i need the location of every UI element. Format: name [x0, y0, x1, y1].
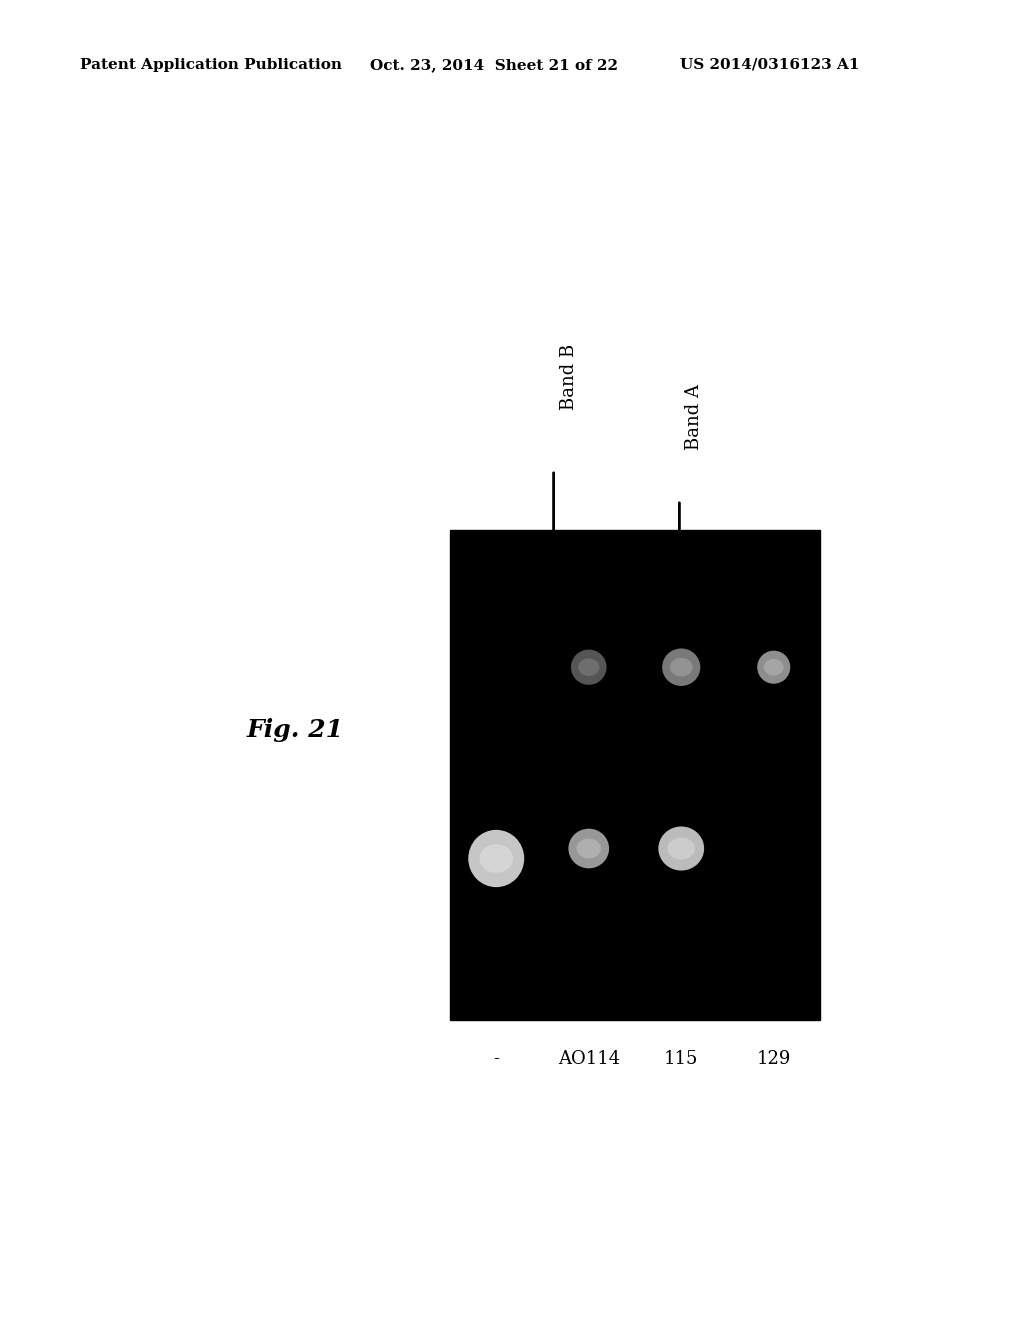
Text: 115: 115 [664, 1049, 698, 1068]
Text: Band B: Band B [559, 343, 578, 411]
Text: Band A: Band A [685, 384, 703, 450]
Text: Patent Application Publication: Patent Application Publication [80, 58, 342, 73]
Text: 129: 129 [757, 1049, 791, 1068]
Ellipse shape [670, 657, 692, 677]
Text: -: - [494, 1049, 500, 1068]
Ellipse shape [764, 659, 783, 676]
Ellipse shape [579, 659, 599, 676]
Text: US 2014/0316123 A1: US 2014/0316123 A1 [680, 58, 859, 73]
Ellipse shape [663, 648, 700, 686]
Ellipse shape [577, 838, 601, 858]
Ellipse shape [668, 837, 695, 859]
Ellipse shape [757, 651, 791, 684]
Text: Fig. 21: Fig. 21 [247, 718, 343, 742]
Ellipse shape [658, 826, 705, 871]
Bar [450, 531, 820, 1020]
Ellipse shape [568, 829, 609, 869]
Ellipse shape [571, 649, 606, 685]
Text: AO114: AO114 [558, 1049, 620, 1068]
Text: Oct. 23, 2014  Sheet 21 of 22: Oct. 23, 2014 Sheet 21 of 22 [370, 58, 618, 73]
Ellipse shape [468, 830, 524, 887]
Ellipse shape [479, 845, 513, 873]
